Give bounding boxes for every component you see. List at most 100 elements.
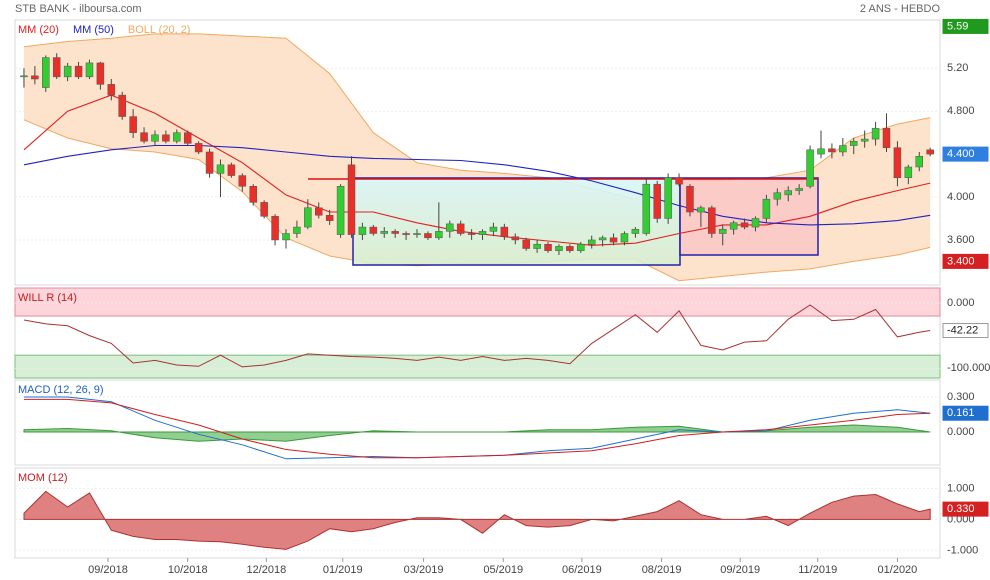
candle-body	[238, 175, 247, 187]
bollinger-upper	[23, 33, 931, 200]
candle-body	[587, 239, 596, 245]
x-tick-label: 12/2018	[246, 564, 286, 576]
panel-title: WILL R (14)	[18, 292, 77, 304]
x-tick-label: 10/2018	[168, 564, 208, 576]
range-box	[352, 177, 681, 266]
candle-body	[620, 233, 629, 243]
candle-body	[194, 143, 203, 153]
candle-body	[293, 226, 301, 234]
price-marker-label: 0.330	[947, 503, 975, 515]
annotation-layer	[308, 177, 819, 266]
candle-body	[904, 166, 913, 178]
overbought-zone	[14, 287, 941, 317]
candle-body	[446, 223, 454, 232]
candle-body	[631, 228, 640, 234]
candle-body	[456, 223, 465, 234]
chart-subtitle: 2 ANS - HEBDO	[860, 3, 941, 15]
candle-body	[369, 226, 378, 234]
candle-body	[402, 233, 410, 235]
williams-line	[23, 304, 931, 368]
candle-body	[183, 132, 192, 144]
candle-body	[489, 226, 498, 232]
candle-body	[216, 164, 225, 174]
price-marker-label: -42.22	[947, 324, 978, 336]
candle-body	[140, 132, 148, 142]
candle-body	[882, 128, 891, 148]
candle-body	[435, 231, 443, 239]
candle-body	[522, 239, 530, 249]
candle-body	[467, 233, 476, 235]
x-tick-label: 06/2019	[562, 564, 602, 576]
foreground-layer: 5.20 4.800 4.000 3.600 MM (20) MM (50) BOLL (2…	[18, 18, 990, 576]
range-box	[679, 177, 819, 256]
momentum-area	[23, 490, 931, 550]
candle-body	[129, 116, 137, 133]
y-tick-label: 0.300	[947, 391, 975, 403]
candle-body	[871, 128, 880, 140]
candle-body	[598, 237, 607, 241]
candle-body	[336, 186, 345, 235]
macd-histogram	[23, 424, 931, 442]
candle-body	[839, 145, 847, 153]
x-tick-label: 01/2019	[323, 564, 363, 576]
candle-body	[63, 65, 72, 78]
y-tick-label: 1.000	[947, 482, 975, 494]
candle-body	[391, 231, 399, 234]
y-tick-label: -100.000	[947, 362, 990, 374]
candle-body	[762, 198, 771, 219]
price-marker	[942, 146, 989, 162]
legend-entry: MM (20)	[18, 24, 59, 36]
moving-average	[23, 144, 931, 226]
candle-body	[729, 222, 738, 230]
candle-body	[577, 243, 585, 251]
candle-body	[555, 246, 563, 251]
price-marker-label: 5.59	[947, 20, 968, 32]
candle-body	[413, 233, 421, 235]
x-tick-label: 01/2020	[878, 564, 918, 576]
candle-body	[107, 84, 116, 96]
price-marker-label: 0.161	[947, 407, 975, 419]
candle-body	[42, 57, 50, 88]
candle-body	[653, 183, 661, 219]
candle-body	[817, 148, 825, 155]
candle-body	[609, 237, 618, 243]
candle-body	[860, 138, 869, 142]
x-tick-label: 09/2018	[88, 564, 128, 576]
candle-body	[380, 231, 389, 234]
price-marker	[942, 18, 989, 34]
candle-body	[533, 243, 541, 249]
candle-body	[118, 94, 126, 117]
candle-body	[304, 207, 312, 228]
price-marker	[942, 405, 989, 421]
candle-body	[249, 186, 257, 203]
candle-body	[85, 62, 94, 78]
candle-body	[664, 177, 672, 219]
candle-body	[686, 186, 694, 213]
candle-body	[20, 75, 28, 78]
panel-frame	[14, 467, 941, 559]
y-tick-label: 3.600	[947, 234, 975, 246]
price-marker-label: 4.400	[947, 148, 975, 160]
y-tick-label: 0.000	[947, 297, 975, 309]
candle-body	[325, 215, 334, 221]
candle-body	[915, 156, 924, 168]
candle-body	[544, 243, 552, 251]
candle-body	[282, 233, 290, 241]
y-tick-label: 4.000	[947, 191, 975, 203]
candle-body	[227, 164, 236, 176]
candle-body	[926, 149, 934, 155]
panel-title: MACD (12, 26, 9)	[18, 384, 104, 396]
candle-body	[260, 202, 268, 217]
candle-body	[424, 233, 432, 239]
candle-body	[151, 134, 159, 142]
candle-body	[74, 65, 83, 78]
legend-entry: BOLL (20, 2)	[128, 24, 191, 36]
x-tick-label: 03/2019	[404, 564, 444, 576]
candle-body	[162, 134, 170, 142]
price-marker-label: 3.400	[947, 255, 975, 267]
y-tick-label: -1.000	[947, 544, 978, 556]
x-tick-label: 11/2019	[798, 564, 837, 576]
background-layer	[14, 19, 941, 559]
candle-body	[784, 190, 792, 196]
